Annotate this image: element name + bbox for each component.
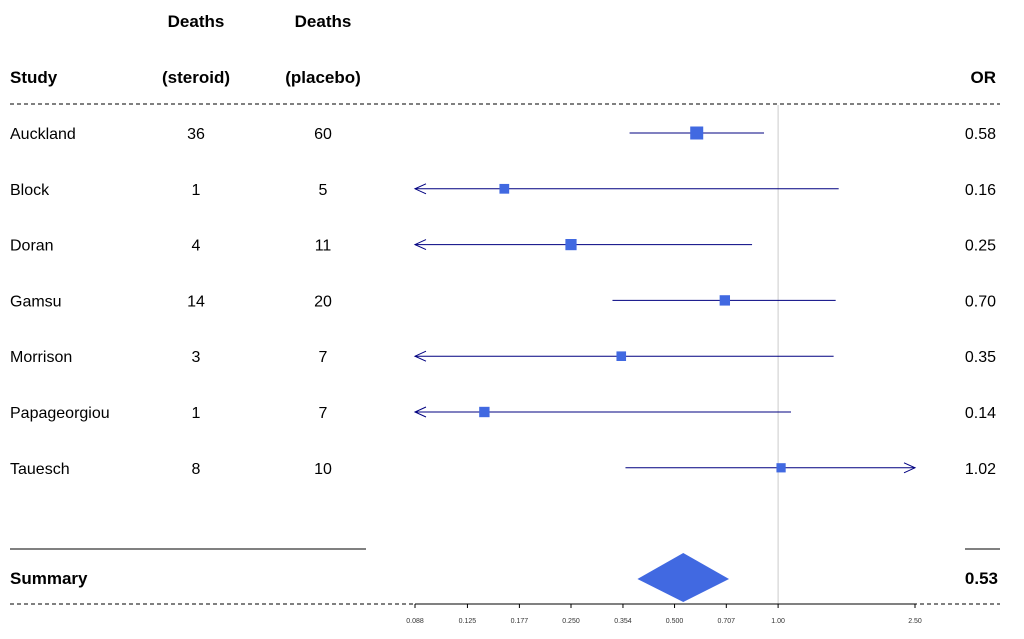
- deaths-placebo-value: 7: [319, 405, 328, 422]
- deaths-placebo-value: 10: [314, 461, 332, 478]
- x-tick-label: 0.500: [666, 618, 684, 625]
- x-tick-label: 0.354: [614, 618, 632, 625]
- point-estimate-box: [719, 295, 731, 306]
- deaths-steroid-value: 36: [187, 126, 205, 143]
- or-value: 0.35: [965, 349, 996, 366]
- x-tick-label: 0.125: [459, 618, 477, 625]
- x-tick-label: 0.088: [406, 618, 424, 625]
- deaths-placebo-value: 60: [314, 126, 332, 143]
- study-name: Doran: [10, 238, 54, 255]
- ci-arrow-left: [413, 239, 427, 251]
- ci-arrow-left: [413, 183, 427, 195]
- ci-arrow-left: [413, 406, 427, 418]
- deaths-steroid-value: 1: [192, 405, 201, 422]
- deaths-placebo-value: 5: [319, 182, 328, 199]
- point-estimate-box: [690, 126, 704, 140]
- header-deaths-steroid-top: Deaths: [168, 12, 225, 31]
- x-tick-label: 0.250: [562, 618, 580, 625]
- or-value: 0.16: [965, 182, 996, 199]
- header-study: Study: [10, 68, 58, 87]
- or-value: 1.02: [965, 461, 996, 478]
- point-estimate-box: [499, 183, 510, 194]
- deaths-steroid-value: 3: [192, 349, 201, 366]
- study-name: Auckland: [10, 126, 76, 143]
- ci-arrow-right: [903, 462, 917, 474]
- deaths-steroid-value: 14: [187, 293, 205, 310]
- or-value: 0.58: [965, 126, 996, 143]
- or-value: 0.25: [965, 238, 996, 255]
- deaths-placebo-value: 11: [315, 238, 332, 255]
- deaths-steroid-value: 8: [192, 461, 201, 478]
- study-name: Gamsu: [10, 293, 62, 310]
- or-value: 0.70: [965, 293, 996, 310]
- deaths-steroid-value: 1: [192, 182, 201, 199]
- study-name: Morrison: [10, 349, 72, 366]
- point-estimate-box: [776, 463, 786, 473]
- point-estimate-box: [565, 239, 577, 251]
- ci-arrow-left: [413, 350, 427, 362]
- deaths-steroid-value: 4: [192, 238, 201, 255]
- x-tick-label: 2.50: [908, 618, 922, 625]
- deaths-placebo-value: 7: [319, 349, 328, 366]
- header-deaths-placebo-top: Deaths: [295, 12, 352, 31]
- deaths-placebo-value: 20: [314, 293, 332, 310]
- header-or: OR: [971, 68, 997, 87]
- study-name: Tauesch: [10, 461, 70, 478]
- study-name: Block: [10, 182, 50, 199]
- summary-diamond: [637, 553, 730, 602]
- x-tick-label: 1.00: [771, 618, 785, 625]
- header-deaths-placebo-bottom: (placebo): [285, 68, 361, 87]
- header-deaths-steroid-bottom: (steroid): [162, 68, 230, 87]
- summary-label: Summary: [10, 569, 88, 588]
- plot-layer: Auckland 36 60 0.58 Block 1 5 0.16 Doran 4 11 0.25 G…: [10, 105, 996, 625]
- study-name: Papageorgiou: [10, 405, 110, 422]
- point-estimate-box: [479, 406, 490, 418]
- x-tick-label: 0.707: [718, 618, 736, 625]
- point-estimate-box: [616, 351, 627, 361]
- x-tick-label: 0.177: [511, 618, 529, 625]
- or-value: 0.14: [965, 405, 996, 422]
- summary-or-value: 0.53: [965, 569, 998, 588]
